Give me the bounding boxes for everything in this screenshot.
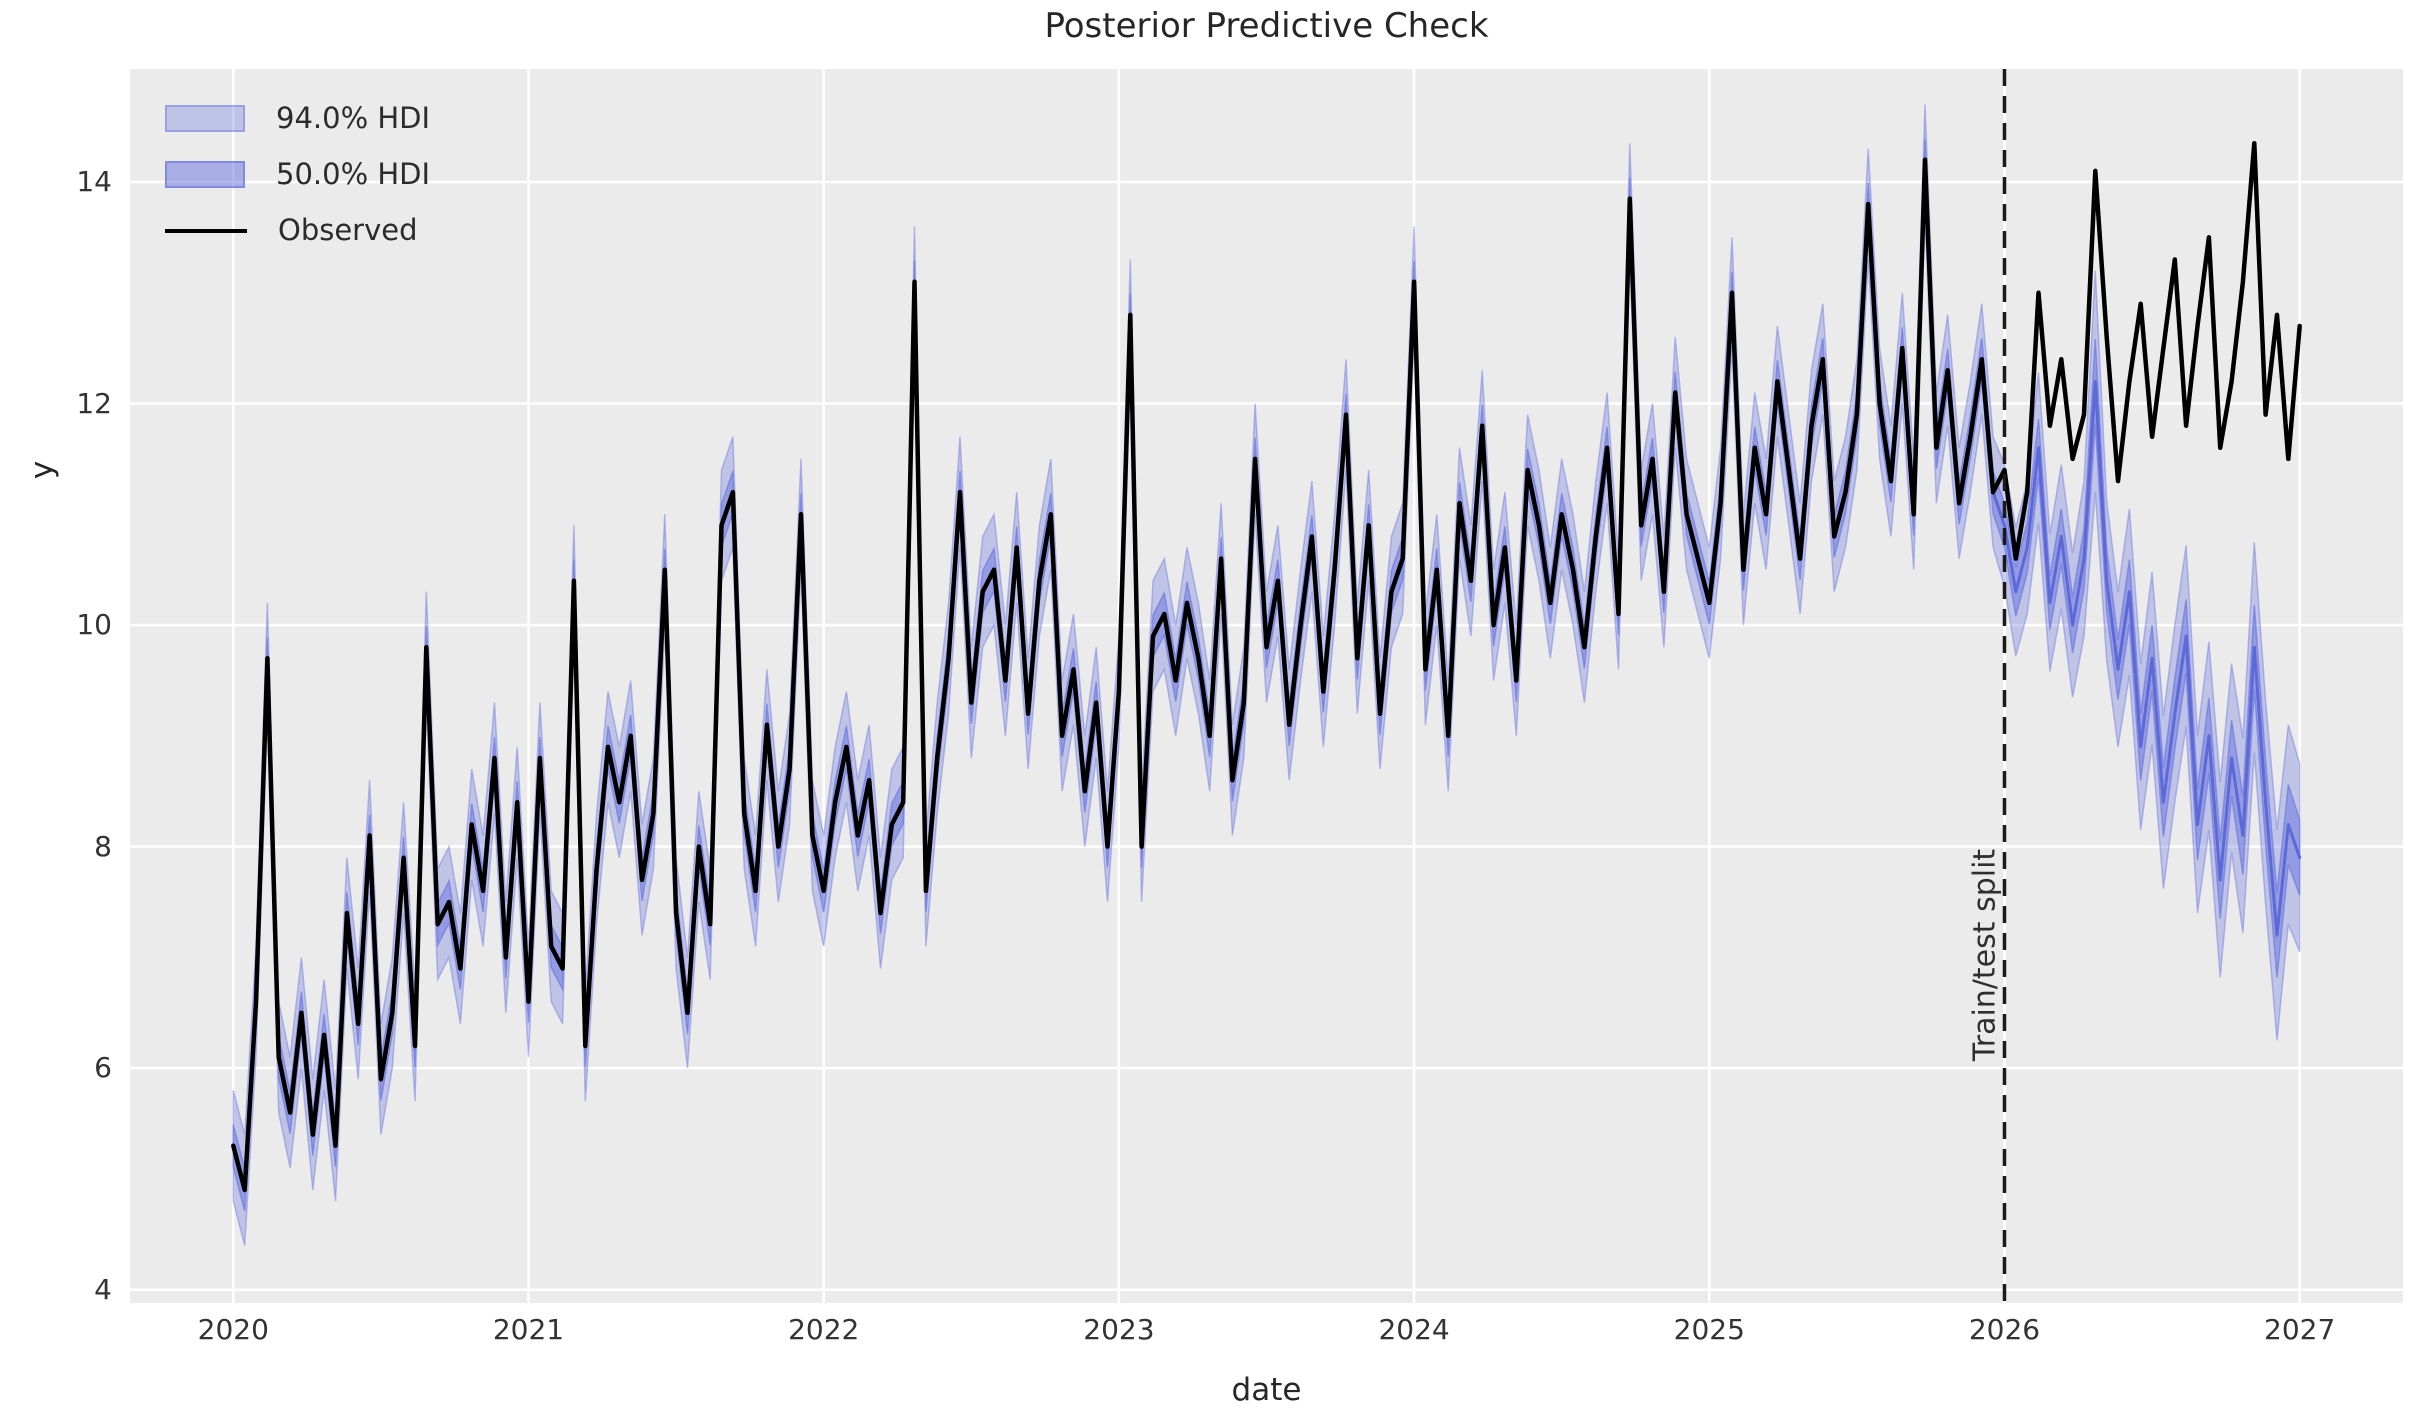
- x-tick-label: 2022: [788, 1313, 860, 1346]
- legend-item-observed: Observed: [165, 216, 430, 245]
- y-tick-label: 8: [94, 829, 112, 863]
- legend-label-observed: Observed: [278, 213, 418, 247]
- observed-line-swatch-icon: [165, 228, 247, 233]
- y-tick-label: 14: [76, 164, 112, 198]
- legend-item-hdi94: 94.0% HDI: [165, 104, 430, 133]
- x-tick-label: 2020: [197, 1313, 269, 1346]
- x-tick-label: 2023: [1083, 1313, 1155, 1346]
- x-axis-label: date: [1231, 1372, 1302, 1408]
- y-tick-label: 6: [94, 1051, 112, 1085]
- y-tick-label: 10: [76, 608, 112, 642]
- x-tick-label: 2026: [1968, 1313, 2041, 1346]
- observed-line: [231, 140, 2302, 1193]
- hdi94-band-swatch-icon: [165, 105, 245, 132]
- x-tick-label: 2025: [1673, 1313, 1745, 1346]
- legend-label-hdi50: 50.0% HDI: [276, 157, 431, 191]
- y-axis-label: y: [24, 460, 60, 480]
- legend-item-hdi50: 50.0% HDI: [165, 160, 430, 189]
- gridlines: [130, 69, 2403, 1303]
- train-test-split-label: Train/test split: [1967, 848, 2003, 1062]
- legend-label-hdi94: 94.0% HDI: [276, 101, 431, 135]
- hdi50-band-swatch-icon: [165, 161, 245, 188]
- x-tick-label: 2024: [1378, 1313, 1450, 1346]
- chart-title: Posterior Predictive Check: [1044, 6, 1489, 46]
- legend: 94.0% HDI 50.0% HDI Observed: [165, 104, 430, 245]
- y-tick-label: 12: [76, 386, 112, 420]
- y-tick-label: 4: [94, 1272, 112, 1306]
- x-tick-label: 2027: [2264, 1313, 2336, 1346]
- plot-area-bg: [130, 69, 2403, 1303]
- x-tick-label: 2021: [492, 1313, 565, 1346]
